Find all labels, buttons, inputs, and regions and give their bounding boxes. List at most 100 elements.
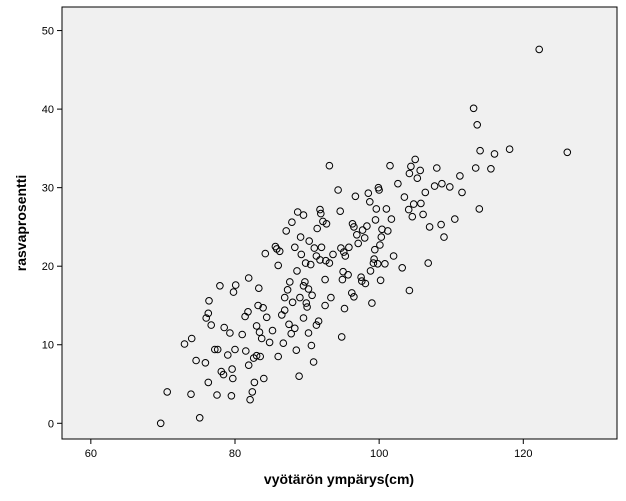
x-tick-label: 60 [85,448,97,460]
data-point [316,256,324,264]
data-point [293,208,302,216]
data-point [187,390,195,399]
data-point [211,345,219,354]
data-point [301,259,310,267]
data-point [317,209,325,218]
data-point [163,388,171,396]
data-point [373,260,382,268]
data-point [279,339,288,348]
data-point [322,220,331,228]
data-point [387,215,396,223]
data-point [473,121,482,129]
data-point [458,188,466,197]
data-point [413,174,422,182]
data-point [303,303,311,311]
data-point [296,233,305,241]
data-point [376,276,385,285]
data-point [219,370,228,379]
y-tick-label: 50 [42,26,54,38]
data-point [469,104,478,113]
data-point [261,249,270,258]
y-tick-label: 20 [42,261,54,273]
data-point [285,320,293,329]
data-point [310,244,319,252]
data-point [394,179,402,188]
data-point [201,359,210,367]
data-point [246,395,254,404]
data-point [220,323,228,332]
data-point [384,227,392,235]
data-point [229,374,237,383]
data-point [440,233,448,241]
data-point [361,279,370,288]
data-point [404,205,413,214]
data-point [204,309,213,318]
data-point [363,222,371,230]
data-point [192,356,200,365]
data-point [337,333,346,341]
data-point [265,338,274,347]
data-point [382,205,391,213]
data-point [202,314,210,322]
data-point [405,286,414,295]
data-point [446,183,454,191]
axis-ticks: 60 80 100 120 0 10 20 30 40 50 [42,26,533,460]
data-point [416,166,425,175]
data-point [368,299,376,307]
data-point [231,345,239,354]
data-point [256,352,265,361]
data-point [306,260,315,269]
data-point [205,297,213,305]
data-point [282,227,291,235]
data-point [204,378,213,387]
data-point [262,313,271,322]
data-point [357,273,365,282]
data-point [366,198,374,206]
data-point [350,293,358,301]
y-tick-label: 0 [48,418,54,430]
data-point [227,392,236,400]
data-point [341,252,350,260]
data-point [254,284,263,293]
data-point [409,200,418,208]
data-point [350,223,358,231]
data-point [407,162,415,171]
data-point [224,351,232,359]
data-point [291,324,299,333]
x-tick-label: 100 [370,448,388,460]
data-point [195,414,204,422]
data-point [417,199,425,208]
data-point [336,207,345,215]
data-point [351,192,360,201]
data-point [316,205,324,214]
data-point [563,148,572,157]
data-point [295,372,303,381]
data-point [187,334,196,343]
data-point [156,419,165,428]
data-point [275,247,284,256]
data-point [268,326,277,335]
plot-area [61,6,618,440]
data-point [314,317,323,326]
data-point [292,346,301,355]
data-point [280,306,289,315]
data-point [304,285,313,293]
data-point [226,329,234,337]
data-point [254,301,262,310]
data-point [475,205,484,213]
data-point [372,205,381,213]
data-point [244,361,253,370]
data-point [487,165,495,173]
data-point [377,233,386,241]
data-point [299,314,308,322]
data-point [348,289,356,297]
data-point [312,321,321,329]
data-point [408,212,417,221]
data-point [505,145,514,153]
x-tick-label: 80 [229,448,241,460]
data-point [425,223,434,231]
data-point [345,243,353,252]
data-point [296,293,304,302]
data-point [430,182,439,190]
data-point [242,347,250,355]
